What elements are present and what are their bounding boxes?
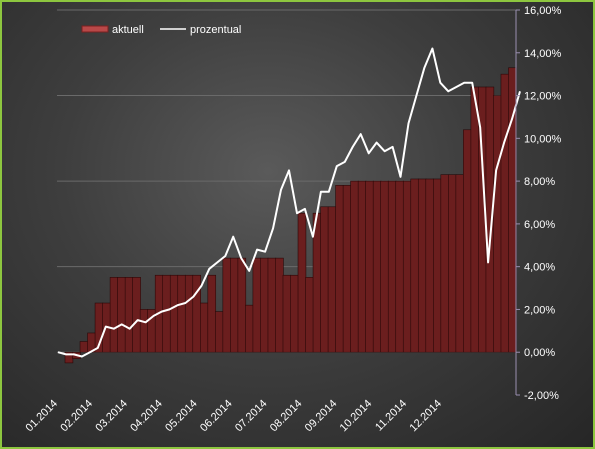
- legend-swatch-aktuell: [81, 25, 109, 33]
- bar-aktuell: [207, 274, 217, 353]
- x-tick-label: 10.2014: [338, 398, 375, 435]
- x-tick-label: 12.2014: [408, 398, 445, 435]
- x-tick-label: 03.2014: [93, 398, 130, 435]
- bar-aktuell: [433, 178, 442, 353]
- bar-aktuell: [380, 180, 389, 353]
- y-tick-label: 14,00%: [524, 48, 562, 60]
- bar-aktuell: [169, 274, 179, 353]
- bar-aktuell: [200, 302, 209, 353]
- bar-aktuell: [79, 341, 89, 353]
- bar-aktuell: [440, 174, 450, 353]
- legend-label-prozentual: prozentual: [190, 24, 241, 36]
- bar-aktuell: [320, 206, 329, 353]
- y-tick-label: 4,00%: [524, 262, 555, 274]
- x-tick-label: 04.2014: [128, 398, 165, 435]
- bar-aktuell: [305, 277, 314, 353]
- bar-series: [64, 67, 517, 364]
- bar-aktuell: [455, 174, 465, 353]
- y-tick-label: 8,00%: [524, 176, 555, 188]
- bar-aktuell: [109, 277, 119, 353]
- bar-aktuell: [282, 274, 292, 353]
- bar-aktuell: [275, 257, 284, 353]
- bar-aktuell: [425, 178, 435, 353]
- legend-label-aktuell: aktuell: [112, 24, 144, 36]
- bar-aktuell: [222, 257, 232, 353]
- bar-aktuell: [372, 180, 382, 353]
- bar-aktuell: [230, 257, 239, 353]
- bar-aktuell: [139, 309, 149, 353]
- bar-aktuell: [297, 212, 307, 353]
- bar-aktuell: [124, 277, 134, 353]
- bar-aktuell: [177, 274, 186, 353]
- bar-aktuell: [335, 185, 344, 353]
- bar-aktuell: [117, 277, 126, 353]
- bar-aktuell: [500, 73, 510, 353]
- bar-aktuell: [252, 257, 262, 353]
- line-series: [57, 47, 521, 358]
- bar-aktuell: [395, 180, 404, 353]
- bar-aktuell: [132, 277, 141, 353]
- bar-aktuell: [350, 180, 359, 353]
- bar-aktuell: [357, 180, 367, 353]
- y-tick-label: 12,00%: [524, 91, 562, 103]
- bar-aktuell: [365, 180, 374, 353]
- bar-aktuell: [260, 257, 269, 353]
- x-tick-label: 01.2014: [24, 398, 61, 435]
- bar-aktuell: [162, 274, 171, 353]
- y-tick-label: 0,00%: [524, 347, 555, 359]
- bar-aktuell: [215, 311, 224, 353]
- y-tick-labels: -2,00% 0,00% 2,00% 4,00% 6,00% 8,00% 10,00% 12,…: [516, 5, 562, 402]
- y-tick-label: 10,00%: [524, 133, 562, 145]
- line-prozentual: [57, 47, 521, 358]
- x-tick-labels: 01.201402.201403.201404.201405.201406.20…: [24, 398, 445, 435]
- x-tick-label: 02.2014: [58, 398, 95, 435]
- x-tick-label: 06.2014: [198, 398, 235, 435]
- x-tick-label: 08.2014: [268, 398, 305, 435]
- bar-aktuell: [410, 178, 419, 353]
- y-tick-label: 16,00%: [524, 5, 562, 17]
- y-tick-label: 2,00%: [524, 304, 555, 316]
- bar-aktuell: [463, 129, 472, 353]
- bar-aktuell: [237, 257, 247, 353]
- y-tick-label: 6,00%: [524, 219, 555, 231]
- bar-aktuell: [448, 174, 457, 353]
- x-tick-label: 05.2014: [163, 398, 200, 435]
- bar-aktuell: [402, 180, 412, 353]
- bar-aktuell: [184, 274, 194, 353]
- bar-aktuell: [470, 86, 480, 353]
- bar-aktuell: [245, 304, 254, 353]
- bar-aktuell: [417, 178, 427, 353]
- legend: aktuell prozentual: [81, 24, 241, 36]
- bar-aktuell: [327, 206, 337, 353]
- x-tick-label: 11.2014: [373, 398, 409, 434]
- bar-aktuell: [493, 95, 502, 353]
- y-tick-label: -2,00%: [524, 390, 559, 402]
- x-tick-label: 07.2014: [233, 398, 270, 435]
- bar-aktuell: [267, 257, 277, 353]
- bar-aktuell: [387, 180, 397, 353]
- bar-aktuell: [290, 274, 299, 353]
- bar-aktuell: [342, 185, 352, 353]
- x-tick-label: 09.2014: [303, 398, 340, 435]
